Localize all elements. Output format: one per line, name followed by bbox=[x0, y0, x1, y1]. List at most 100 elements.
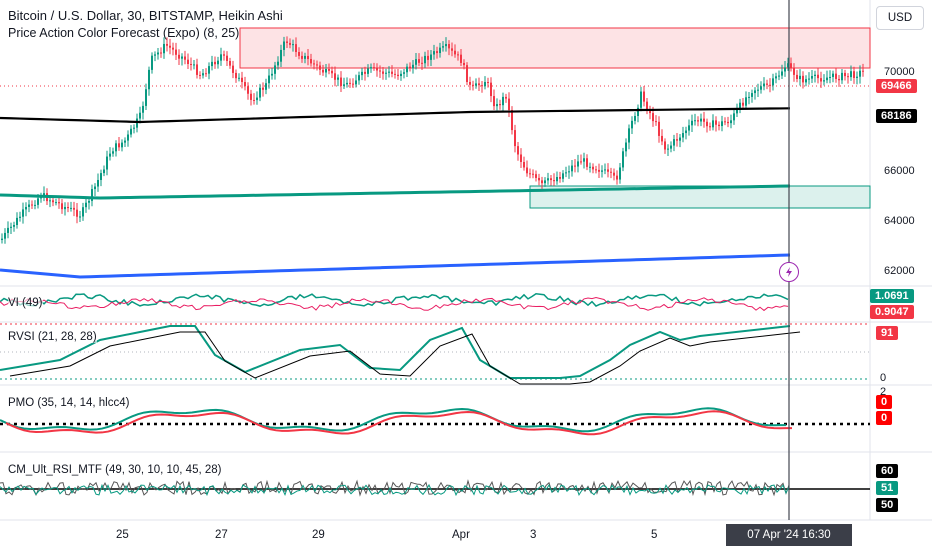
candle-body bbox=[844, 72, 846, 77]
candle-body bbox=[253, 99, 255, 101]
candle-body bbox=[388, 71, 390, 73]
candle-body bbox=[817, 74, 819, 79]
candle-body bbox=[97, 179, 99, 187]
candle-body bbox=[616, 175, 618, 180]
candle-body bbox=[403, 72, 405, 74]
candle-body bbox=[415, 59, 417, 65]
candle-body bbox=[808, 78, 810, 80]
lightning-icon[interactable] bbox=[779, 262, 799, 282]
candle-body bbox=[568, 171, 570, 173]
candle-body bbox=[451, 48, 453, 51]
candle-body bbox=[418, 59, 420, 63]
candle-body bbox=[694, 120, 696, 122]
candle-body bbox=[160, 52, 162, 54]
indicator-title[interactable]: Price Action Color Forecast (Expo) (8, 2… bbox=[8, 26, 240, 40]
candle-body bbox=[595, 169, 597, 171]
cm-rsi-label[interactable]: CM_Ult_RSI_MTF (49, 30, 10, 10, 45, 28) bbox=[8, 464, 222, 476]
rvsi-label[interactable]: RVSI (21, 28, 28) bbox=[8, 331, 97, 343]
candle-body bbox=[523, 162, 525, 168]
candle-body bbox=[571, 165, 573, 172]
candle-body bbox=[103, 169, 105, 174]
candle-body bbox=[850, 71, 852, 78]
candle-body bbox=[703, 118, 705, 122]
candle-body bbox=[172, 47, 174, 50]
candle-body bbox=[583, 158, 585, 162]
candle-body bbox=[346, 82, 348, 85]
candle-body bbox=[730, 120, 732, 124]
candle-body bbox=[784, 67, 786, 72]
candle-body bbox=[469, 81, 471, 85]
cm-rsi-tag-51: 51 bbox=[876, 481, 899, 495]
candle-body bbox=[835, 73, 837, 79]
candle-body bbox=[541, 180, 543, 184]
candle-body bbox=[313, 63, 315, 65]
candle-body bbox=[769, 84, 771, 86]
candle-body bbox=[367, 68, 369, 74]
symbol-title[interactable]: Bitcoin / U.S. Dollar, 30, BITSTAMP, Hei… bbox=[8, 8, 283, 23]
candle-body bbox=[553, 180, 555, 182]
candle-body bbox=[163, 43, 165, 54]
cm-rsi-tag-60: 60 bbox=[876, 464, 899, 478]
candle-body bbox=[100, 173, 102, 180]
candle-body bbox=[478, 83, 480, 86]
candle-body bbox=[229, 61, 231, 66]
candle-body bbox=[169, 45, 171, 48]
candle-body bbox=[352, 83, 354, 85]
candle-body bbox=[25, 206, 27, 210]
candle-body bbox=[34, 204, 36, 206]
candle-body bbox=[145, 89, 147, 106]
candle-body bbox=[187, 59, 189, 65]
candle-body bbox=[181, 56, 183, 59]
candle-body bbox=[493, 96, 495, 107]
candle-body bbox=[412, 64, 414, 69]
candle-body bbox=[394, 73, 396, 75]
candle-body bbox=[511, 110, 513, 131]
last-price-tag: 69466 bbox=[876, 79, 917, 93]
candle-body bbox=[781, 71, 783, 76]
candle-body bbox=[775, 76, 777, 79]
resistance-zone bbox=[239, 27, 871, 69]
candle-body bbox=[826, 77, 828, 81]
candle-body bbox=[166, 43, 168, 46]
candle-body bbox=[685, 130, 687, 134]
candle-body bbox=[343, 84, 345, 86]
candle-body bbox=[472, 84, 474, 86]
candle-body bbox=[184, 56, 186, 60]
candle-body bbox=[556, 177, 558, 182]
candle-body bbox=[22, 209, 24, 217]
candle-body bbox=[793, 68, 795, 75]
candle-body bbox=[355, 80, 357, 85]
candle-body bbox=[136, 118, 138, 128]
candle-body bbox=[259, 87, 261, 98]
candle-body bbox=[232, 65, 234, 73]
candle-body bbox=[733, 113, 735, 121]
candle-body bbox=[682, 133, 684, 138]
candle-body bbox=[94, 186, 96, 190]
candle-body bbox=[52, 200, 54, 203]
candle-body bbox=[139, 112, 141, 119]
candle-body bbox=[673, 139, 675, 146]
candle-body bbox=[241, 77, 243, 83]
candle-body bbox=[400, 73, 402, 77]
candle-body bbox=[445, 44, 447, 47]
candle-body bbox=[598, 169, 600, 172]
candle-body bbox=[538, 177, 540, 181]
candle-body bbox=[280, 49, 282, 62]
price-tick-62000: 62000 bbox=[884, 265, 915, 277]
pmo-label[interactable]: PMO (35, 14, 14, hlcc4) bbox=[8, 397, 130, 409]
pmo-line bbox=[0, 407, 787, 433]
candle-body bbox=[442, 46, 444, 48]
candle-body bbox=[364, 71, 366, 74]
currency-button[interactable]: USD bbox=[876, 6, 924, 30]
candle-body bbox=[562, 173, 564, 179]
candle-body bbox=[607, 169, 609, 172]
candle-body bbox=[433, 51, 435, 55]
candle-body bbox=[763, 83, 765, 87]
candle-body bbox=[715, 120, 717, 125]
time-label-27: 27 bbox=[215, 529, 228, 541]
candle-body bbox=[853, 71, 855, 78]
candle-body bbox=[787, 63, 789, 68]
candle-body bbox=[637, 107, 639, 116]
vi-label[interactable]: VI (49) bbox=[8, 297, 43, 309]
